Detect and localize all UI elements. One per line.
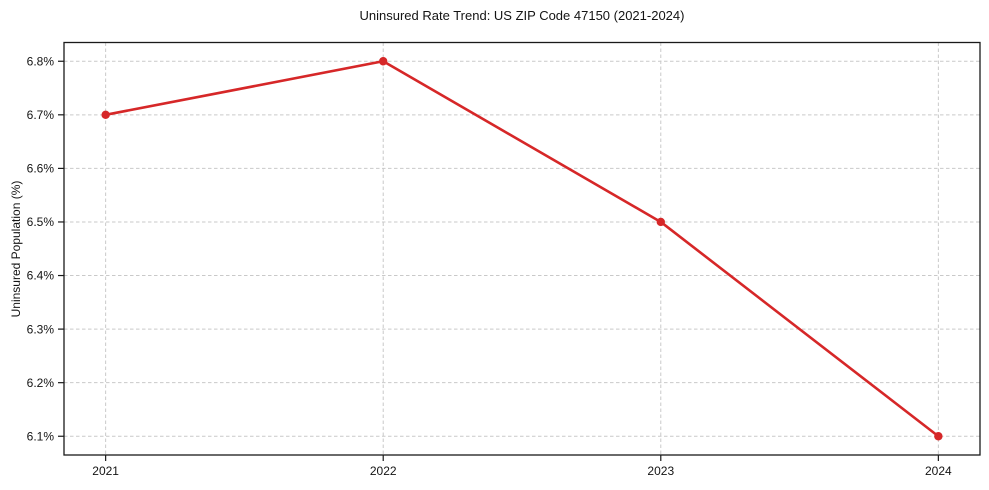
- data-point-marker: [934, 432, 943, 441]
- x-tick-label: 2021: [92, 464, 119, 478]
- data-point-marker: [379, 57, 388, 66]
- y-tick-label: 6.7%: [27, 108, 55, 122]
- x-tick-label: 2023: [647, 464, 674, 478]
- y-tick-label: 6.4%: [27, 269, 55, 283]
- x-tick-label: 2022: [370, 464, 397, 478]
- y-tick-label: 6.5%: [27, 215, 55, 229]
- data-point-marker: [656, 217, 665, 227]
- trend-line: [104, 59, 940, 438]
- chart-title: Uninsured Rate Trend: US ZIP Code 47150 …: [359, 8, 685, 23]
- data-point-marker: [101, 110, 110, 120]
- y-tick-label: 6.2%: [27, 376, 55, 390]
- plot-border: [63, 41, 981, 456]
- y-tick-label: 6.6%: [27, 162, 55, 176]
- x-tick-label: 2024: [925, 464, 952, 478]
- y-tick-label: 6.1%: [27, 429, 55, 443]
- y-tick-label: 6.8%: [27, 54, 55, 68]
- y-tick-label: 6.3%: [27, 322, 55, 336]
